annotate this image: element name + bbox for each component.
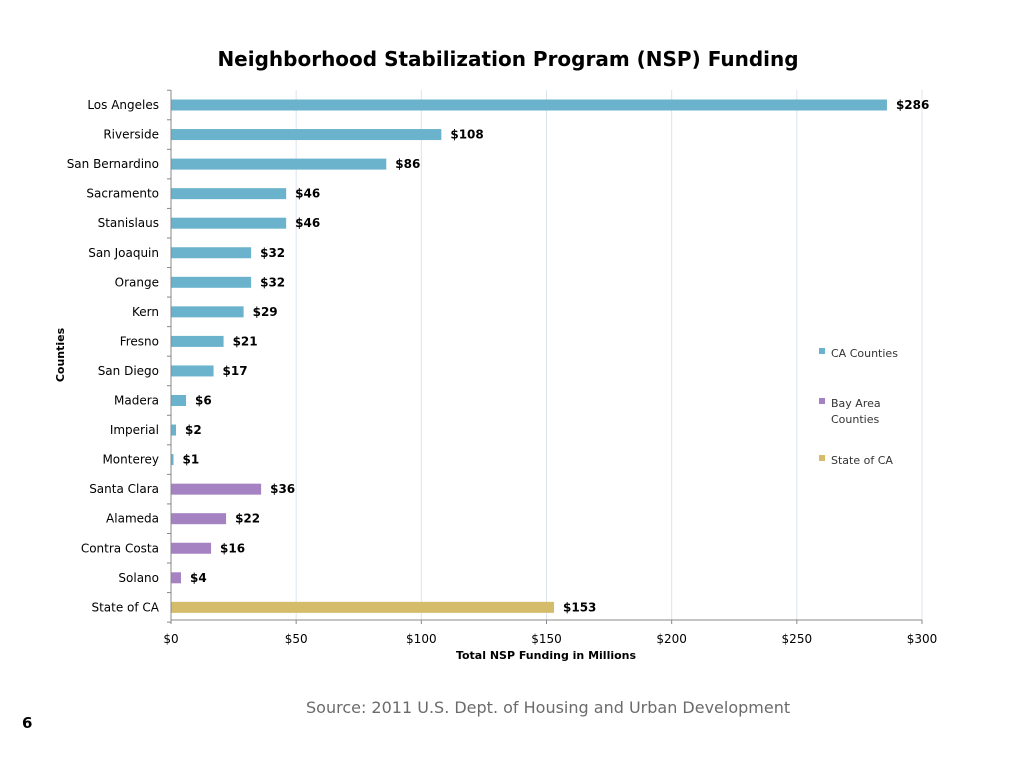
data-label: $4: [190, 571, 207, 585]
legend-label: Bay Area Counties: [831, 397, 881, 426]
bar: [171, 601, 555, 613]
data-label: $29: [253, 305, 278, 319]
bar: [171, 572, 182, 584]
legend-label: CA Counties: [831, 347, 898, 360]
data-label: $32: [260, 275, 285, 289]
x-tick-label: $100: [406, 632, 437, 646]
bar: [171, 217, 287, 229]
category-label: Solano: [118, 571, 159, 585]
bar: [171, 158, 387, 170]
axes: $0 $50 $100 $150 $200 $250 $300: [163, 89, 938, 646]
category-label: Alameda: [106, 512, 159, 526]
data-label: $32: [260, 246, 285, 260]
data-label: $1: [183, 453, 200, 467]
data-label: $36: [270, 482, 295, 496]
category-label: Monterey: [102, 453, 159, 467]
x-tick-label: $0: [163, 632, 178, 646]
bar: [171, 247, 252, 259]
legend-swatch: [819, 398, 825, 404]
category-label: San Bernardino: [67, 157, 159, 171]
legend-swatch: [819, 348, 825, 354]
category-label: Sacramento: [86, 187, 159, 201]
chart-title: Neighborhood Stabilization Program (NSP)…: [217, 47, 798, 71]
category-label: Orange: [115, 275, 159, 289]
slide-number: 6: [22, 714, 33, 732]
bar: [171, 513, 227, 525]
data-label: $17: [223, 364, 248, 378]
data-label: $21: [233, 334, 258, 348]
data-label: $46: [295, 216, 320, 230]
data-label: $153: [563, 600, 596, 614]
bar: [171, 188, 287, 200]
data-label: $286: [896, 98, 929, 112]
category-label: State of CA: [91, 600, 159, 614]
data-label: $16: [220, 541, 245, 555]
data-label: $108: [450, 128, 483, 142]
category-label: San Diego: [98, 364, 159, 378]
category-label: San Joaquin: [88, 246, 159, 260]
category-label: Madera: [114, 394, 159, 408]
y-axis-title: Counties: [54, 327, 67, 382]
data-label: $46: [295, 187, 320, 201]
x-tick-label: $300: [907, 632, 938, 646]
x-tick-label: $150: [531, 632, 562, 646]
source-note: Source: 2011 U.S. Dept. of Housing and U…: [306, 698, 791, 717]
x-tick-label: $200: [656, 632, 687, 646]
bar: [171, 454, 174, 466]
data-label: $2: [185, 423, 202, 437]
gridlines: [295, 90, 923, 620]
bar: [171, 99, 887, 111]
category-label: Los Angeles: [87, 98, 159, 112]
category-label: Fresno: [120, 334, 159, 348]
bar: [171, 306, 244, 318]
bar: [171, 276, 252, 288]
category-label: Kern: [132, 305, 159, 319]
x-axis-title: Total NSP Funding in Millions: [456, 649, 637, 662]
category-label: Riverside: [103, 128, 159, 142]
bar: [171, 542, 212, 554]
x-tick-label: $250: [782, 632, 813, 646]
bar: [171, 365, 214, 377]
data-label: $86: [395, 157, 420, 171]
data-label: $22: [235, 512, 260, 526]
bar: [171, 129, 442, 141]
bar: [171, 335, 224, 347]
category-label: Imperial: [110, 423, 159, 437]
category-label: Stanislaus: [98, 216, 159, 230]
legend-swatch: [819, 455, 825, 461]
category-label: Contra Costa: [81, 541, 159, 555]
category-label: Santa Clara: [89, 482, 159, 496]
data-label: $6: [195, 394, 212, 408]
bar: [171, 424, 177, 436]
legend: CA Counties Bay Area Counties State of CA: [819, 347, 898, 467]
bars: Los Angeles $286 Riverside $108 San Bernardi…: [67, 98, 930, 614]
x-tick-label: $50: [285, 632, 308, 646]
legend-label: State of CA: [831, 454, 893, 467]
bar: [171, 483, 262, 495]
bar: [171, 395, 187, 406]
